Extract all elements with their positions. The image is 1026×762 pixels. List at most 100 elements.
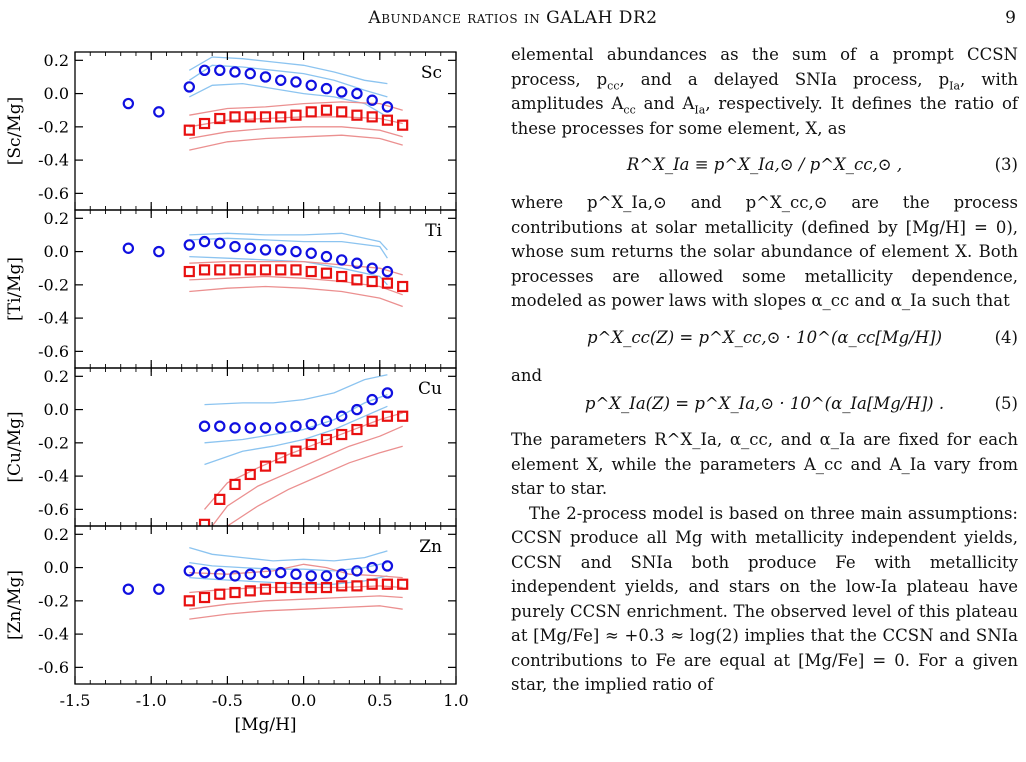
low-ia-point: [366, 94, 378, 106]
equation-3-body: R^X_Ia ≡ p^X_Ia,⊙ / p^X_cc,⊙ ,: [626, 155, 903, 174]
paragraph-assumptions: The 2-process model is based on three ma…: [511, 503, 1018, 695]
high-ia-point: [336, 428, 348, 441]
high-ia-point: [320, 433, 333, 446]
high-ia-point: [198, 264, 211, 276]
band-low-ia-zn-1: [189, 575, 388, 585]
panel-element-label: Sc: [421, 63, 442, 83]
low-ia-point: [259, 422, 272, 434]
high-ia-point: [381, 277, 394, 289]
low-ia-point: [183, 81, 195, 93]
band-high-ia-zn-0: [189, 563, 403, 579]
high-ia-point: [351, 109, 363, 121]
x-tick-label: -1.0: [136, 691, 167, 710]
high-ia-point: [336, 270, 348, 283]
y-tick-label: 0.2: [44, 51, 69, 70]
high-ia-point: [244, 468, 256, 481]
high-ia-point: [290, 264, 302, 276]
low-ia-point: [275, 422, 287, 434]
high-ia-point: [381, 114, 394, 126]
high-ia-point: [275, 452, 287, 464]
low-ia-point: [244, 242, 256, 254]
equation-5: p^X_Ia(Z) = p^X_Ia,⊙ · 10^(α_Ia[Mg/H]) .…: [511, 388, 1018, 428]
high-ia-point: [320, 581, 333, 594]
band-high-ia-sc-2: [189, 126, 403, 140]
band-high-ia-sc-3: [189, 134, 403, 151]
high-ia-point: [183, 124, 195, 136]
high-ia-point: [214, 264, 226, 276]
high-ia-point: [214, 112, 226, 125]
high-ia-point: [397, 578, 409, 590]
low-ia-point: [320, 250, 333, 263]
paragraph-parameters: The parameters R^X_Ia, α_cc, and α_Ia ar…: [511, 430, 1018, 498]
band-high-ia-zn-3: [189, 605, 403, 620]
running-title: Abundance ratios in GALAH DR2: [368, 8, 658, 28]
band-high-ia-cu-1: [211, 425, 403, 526]
low-ia-point: [336, 410, 348, 422]
low-ia-point: [198, 64, 211, 76]
low-ia-point: [351, 257, 363, 269]
low-ia-point: [122, 583, 135, 595]
low-ia-point: [381, 387, 394, 399]
low-ia-point: [198, 566, 211, 579]
y-tick-label: 0.2: [44, 209, 69, 228]
low-ia-point: [214, 420, 226, 432]
high-ia-point: [397, 280, 409, 293]
y-tick-label: 0.0: [44, 84, 69, 103]
low-ia-point: [275, 244, 287, 256]
panel-frame: [74, 51, 457, 211]
y-axis-label: [Sc/Mg]: [5, 97, 25, 165]
low-ia-point: [259, 71, 272, 83]
low-ia-point: [381, 101, 394, 113]
band-high-ia-sc-1: [189, 116, 403, 128]
low-ia-point: [305, 247, 317, 259]
low-ia-point: [244, 568, 256, 580]
y-tick-label: -0.2: [38, 433, 69, 452]
y-tick-label: 0.2: [44, 525, 69, 544]
high-ia-point: [305, 438, 317, 451]
band-low-ia-cu-2: [204, 393, 388, 444]
high-ia-point: [275, 581, 287, 594]
low-ia-point: [122, 97, 135, 110]
low-ia-point: [366, 561, 378, 574]
high-ia-point: [351, 423, 363, 436]
high-ia-point: [229, 586, 241, 599]
high-ia-point: [214, 493, 226, 505]
high-ia-point: [259, 583, 272, 595]
high-ia-point: [366, 111, 378, 123]
paragraph-process-contributions: where p^X_Ia,⊙ and p^X_cc,⊙ are the proc…: [511, 193, 1018, 310]
low-ia-point: [259, 566, 272, 579]
band-low-ia-sc-2: [188, 64, 388, 98]
low-ia-point: [229, 240, 241, 253]
y-axis-label: [Cu/Mg]: [5, 411, 25, 482]
equation-3-number: (3): [994, 155, 1018, 174]
high-ia-point: [320, 267, 333, 279]
paragraph-intro: elemental abundances as the sum of a pro…: [511, 45, 1018, 138]
high-ia-point: [305, 106, 317, 118]
abundance-figure: 0.2 0.0 -0.2 -0.4 -0.6 Sc [Sc/Mg] 0.2 0.0 -0.2 -0.…: [5, 51, 469, 735]
y-axis-label: [Ti/Mg]: [5, 257, 25, 321]
low-ia-point: [244, 422, 256, 434]
low-ia-point: [381, 265, 394, 278]
high-ia-point: [198, 117, 211, 130]
band-high-ia-ti-1: [189, 275, 403, 296]
y-tick-label: -0.6: [38, 342, 69, 361]
high-ia-point: [183, 595, 195, 607]
equation-4-body: p^X_cc(Z) = p^X_cc,⊙ · 10^(α_cc[Mg/H]): [586, 327, 943, 347]
x-axis-label: [Mg/H]: [234, 715, 296, 735]
y-tick-label: -0.2: [38, 275, 69, 294]
word-and: and: [511, 365, 543, 385]
low-ia-point: [198, 420, 211, 432]
y-tick-label: -0.6: [38, 658, 69, 677]
high-ia-point: [259, 264, 272, 276]
low-ia-point: [381, 560, 394, 572]
high-ia-point: [366, 578, 378, 590]
high-ia-point: [290, 109, 302, 121]
band-high-ia-zn-2: [189, 595, 403, 610]
band-low-ia-zn-0: [189, 546, 388, 562]
low-ia-point: [229, 66, 241, 78]
low-ia-point: [351, 565, 363, 577]
x-tick-label: -1.5: [60, 691, 91, 710]
band-high-ia-ti-2: [189, 285, 403, 308]
body-text-column: elemental abundances as the sum of a pro…: [511, 43, 1018, 698]
low-ia-point: [153, 583, 165, 595]
